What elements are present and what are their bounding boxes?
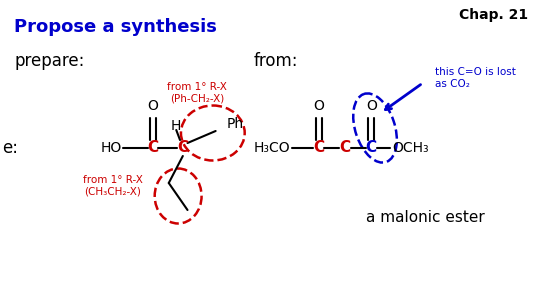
Text: Ph: Ph <box>227 117 244 131</box>
Text: OCH₃: OCH₃ <box>392 141 428 155</box>
Text: from 1° R-X
(CH₃CH₂-X): from 1° R-X (CH₃CH₂-X) <box>83 175 143 196</box>
Text: Propose a synthesis: Propose a synthesis <box>14 18 217 36</box>
Text: this C=O is lost
as CO₂: this C=O is lost as CO₂ <box>435 67 516 89</box>
Text: a malonic ester: a malonic ester <box>366 210 485 225</box>
Text: from 1° R-X
(Ph-CH₂-X): from 1° R-X (Ph-CH₂-X) <box>167 82 227 104</box>
Text: C: C <box>147 140 158 156</box>
Text: C: C <box>313 140 324 156</box>
Text: Chap. 21: Chap. 21 <box>459 8 528 22</box>
Text: O: O <box>366 99 377 113</box>
Text: H₃CO: H₃CO <box>254 141 291 155</box>
Text: C: C <box>177 140 188 156</box>
Text: C: C <box>366 140 377 156</box>
Text: HO: HO <box>101 141 122 155</box>
Text: from:: from: <box>253 52 297 70</box>
Text: e:: e: <box>2 139 18 157</box>
Text: O: O <box>147 99 158 113</box>
Text: prepare:: prepare: <box>14 52 85 70</box>
Text: H: H <box>170 119 181 133</box>
Text: C: C <box>339 140 351 156</box>
Text: O: O <box>314 99 324 113</box>
